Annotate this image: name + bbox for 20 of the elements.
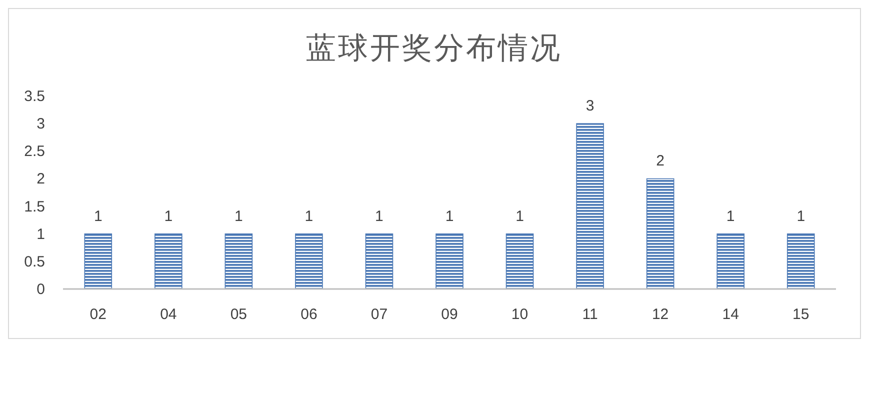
y-tick-label: 3 (36, 116, 45, 133)
y-tick-label: 2.5 (24, 143, 45, 160)
x-tick-label: 10 (511, 306, 528, 323)
y-tick-label: 0.5 (24, 253, 45, 270)
y-tick-label: 3.5 (24, 88, 45, 105)
x-tick-label: 07 (370, 306, 388, 323)
x-tick-label: 12 (652, 306, 669, 323)
y-tick-label: 0 (36, 281, 45, 298)
x-tick-label: 09 (441, 306, 458, 323)
x-tick-label: 05 (230, 306, 248, 323)
y-tick-label: 2 (36, 170, 45, 188)
x-tick-label: 02 (90, 306, 106, 323)
x-tick-label: 04 (160, 306, 177, 323)
y-tick-label: 1 (36, 226, 45, 243)
chart-title: 蓝球开奖分布情况 (306, 32, 562, 65)
x-tick-label: 11 (582, 306, 598, 323)
x-tick-label: 14 (722, 306, 739, 323)
x-tick-label: 15 (792, 306, 810, 323)
x-tick-label: 06 (300, 306, 318, 323)
y-tick-label: 1.5 (24, 198, 45, 216)
